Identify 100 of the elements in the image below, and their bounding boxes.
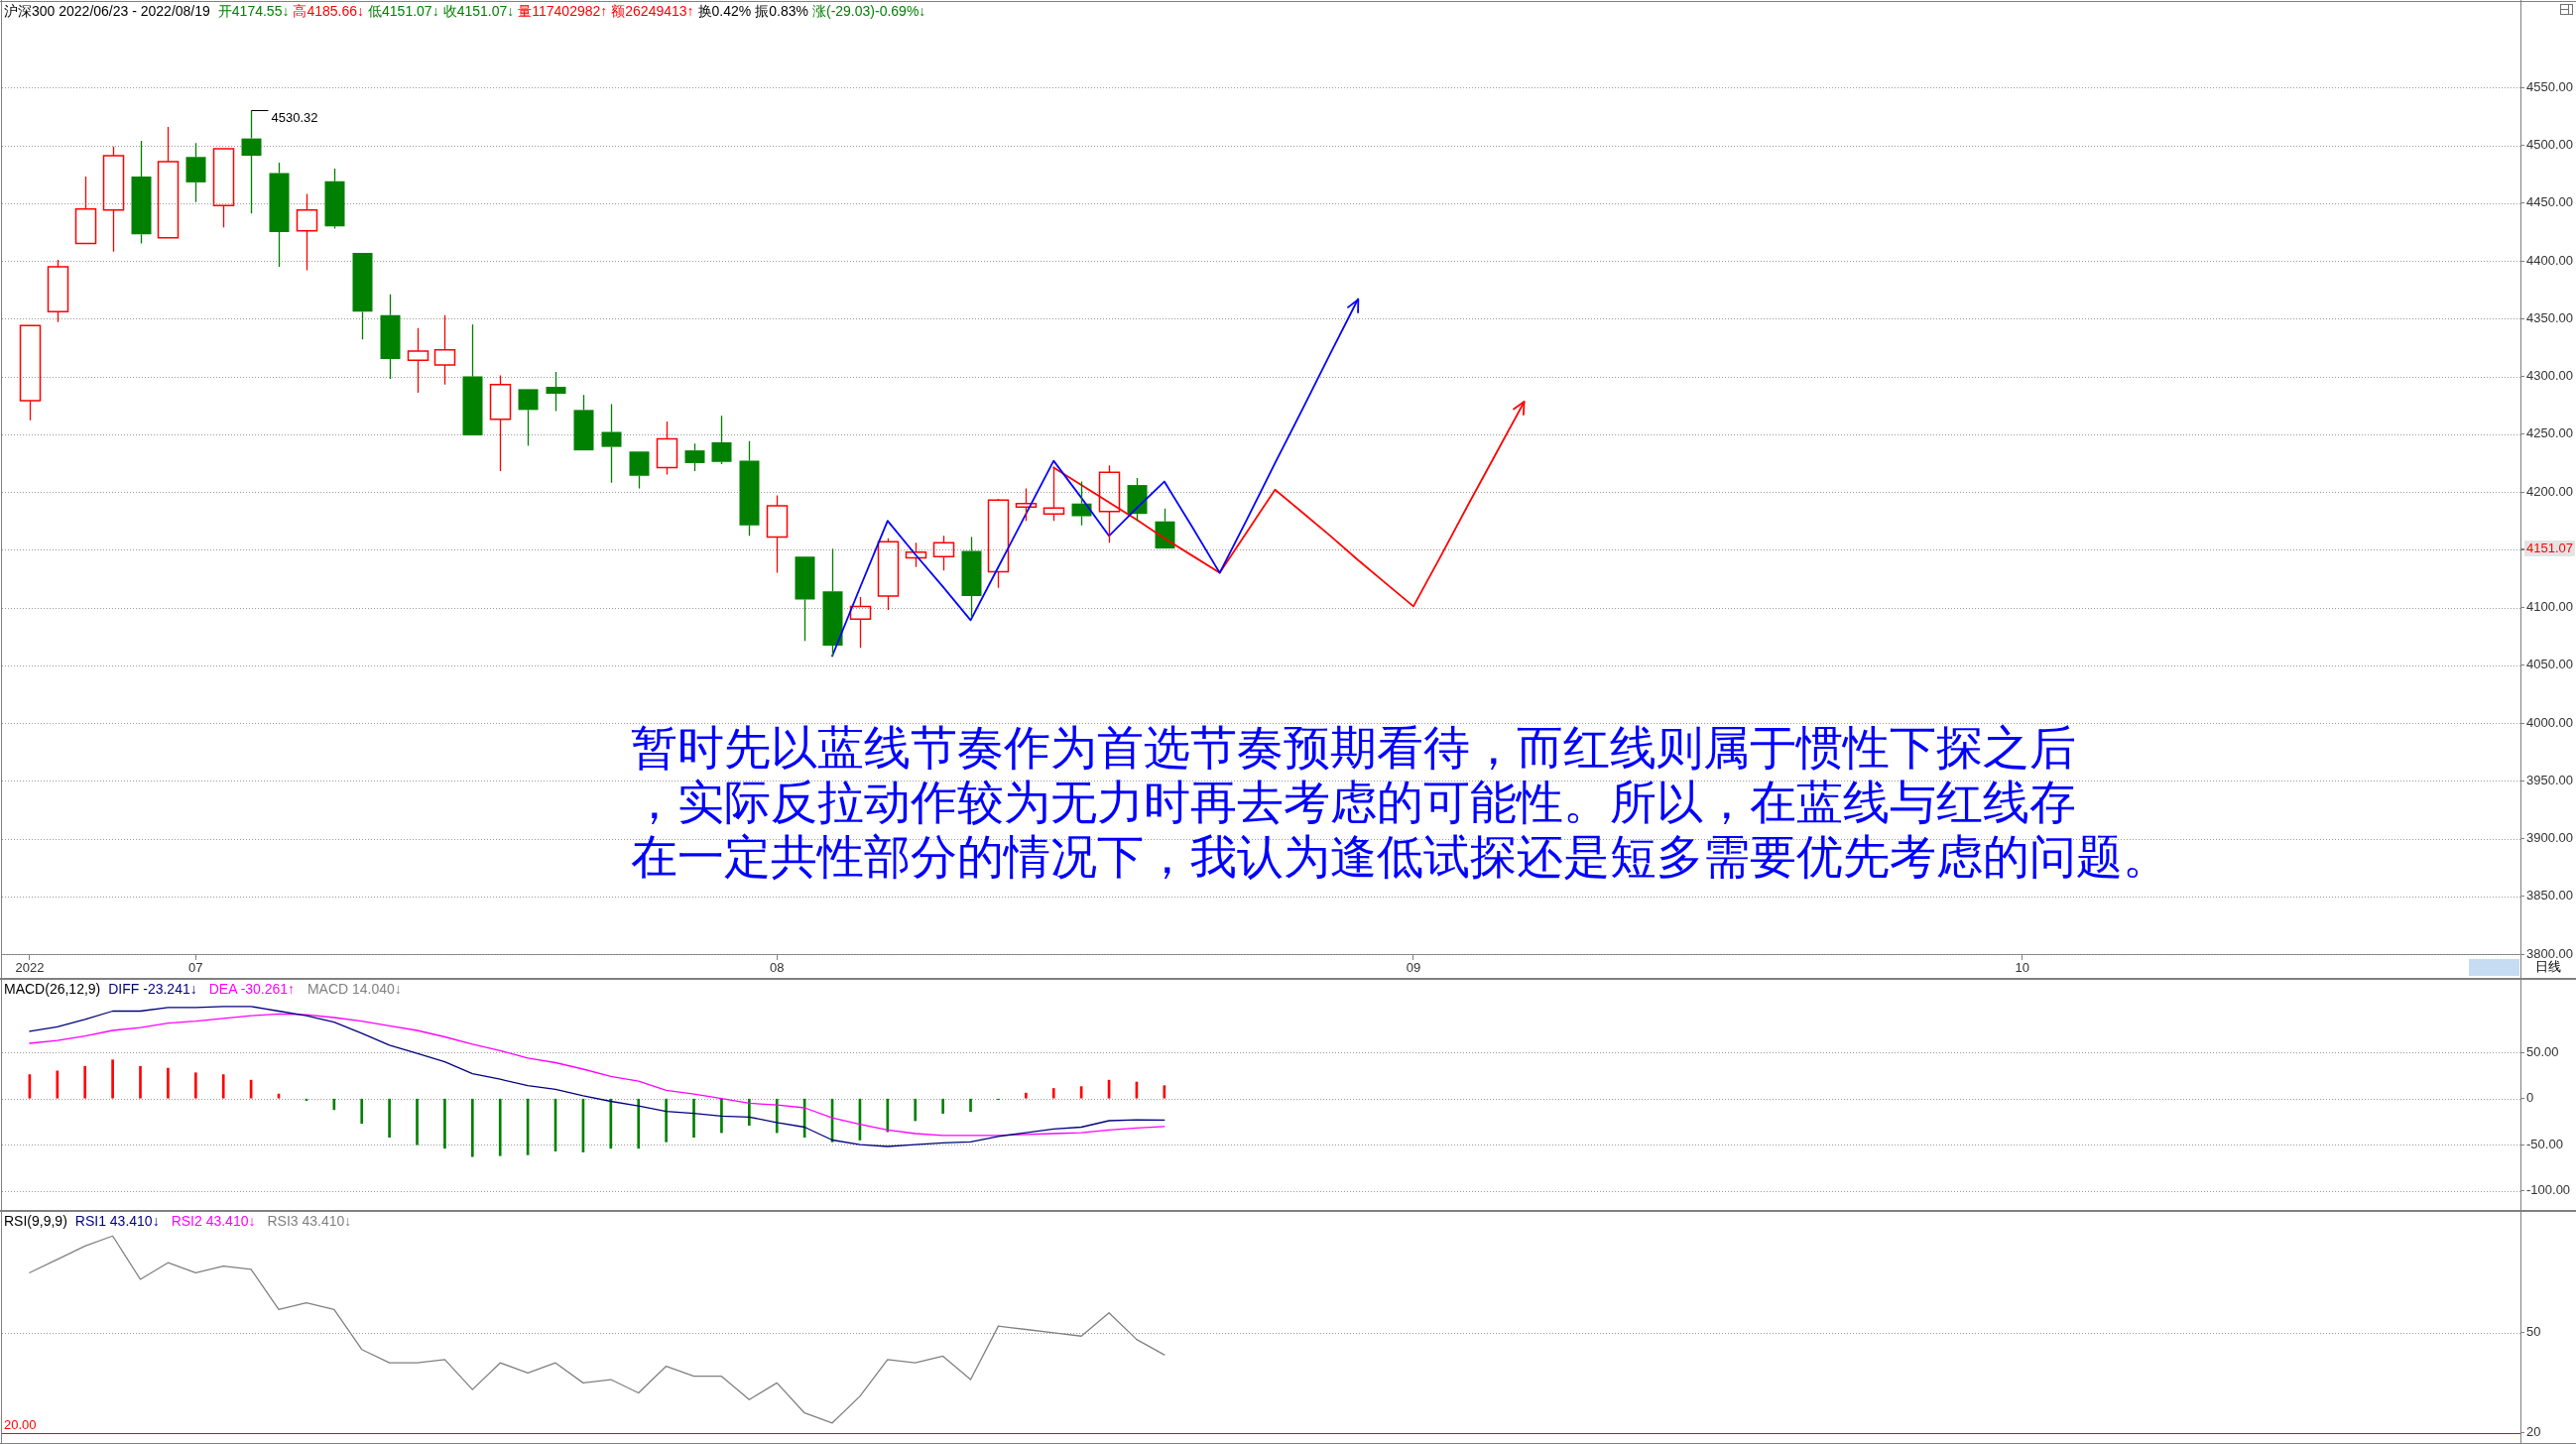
candlestick — [795, 556, 815, 642]
bar — [443, 1098, 446, 1149]
bar — [111, 1059, 114, 1099]
candlestick — [462, 323, 483, 435]
bar — [748, 1098, 751, 1126]
bar — [56, 1070, 60, 1099]
y-tick-label: 4500.00 — [2526, 137, 2573, 153]
y-tick-label: 3850.00 — [2526, 888, 2573, 903]
series-label: DIFF -23.241↓ — [108, 980, 197, 997]
bar — [470, 1098, 474, 1157]
bar — [969, 1098, 972, 1113]
chart-title: 沪深300 2022/06/23 - 2022/08/19 — [4, 2, 211, 19]
annotation: 收4151.07↓ — [442, 2, 515, 19]
candlestick — [407, 327, 429, 394]
legend-label: RSI1 43.410↓ — [74, 1212, 160, 1229]
candlestick — [766, 494, 789, 574]
candlestick — [102, 146, 125, 253]
bar — [609, 1098, 613, 1149]
y-tick-label: 4250.00 — [2526, 425, 2573, 441]
candlestick — [296, 192, 318, 272]
annotation: ，实际反拉动作较为无力时再去考虑的可能性。所以，在蓝线与红线存 — [630, 776, 2076, 828]
y-tick-label: 3900.00 — [2526, 830, 2573, 846]
bar — [498, 1098, 502, 1156]
candlestick — [157, 126, 180, 239]
bar — [665, 1098, 668, 1143]
ref-line-label: 20.00 — [4, 1416, 37, 1432]
y-tick-label: 4450.00 — [2526, 194, 2573, 210]
y-tick-label: 4000.00 — [2526, 714, 2573, 730]
candlestick — [601, 403, 622, 484]
candlestick — [380, 294, 401, 380]
y-tick-label: 4550.00 — [2526, 78, 2573, 94]
x-axis-title: 日线 — [2535, 959, 2561, 975]
y-tick-label: 4151.07 — [2526, 540, 2573, 555]
annotation: 振0.83% — [755, 2, 808, 19]
bar — [167, 1067, 170, 1099]
annotation: 量117402982↑ — [518, 2, 608, 19]
annotation: 4530.32 — [271, 110, 318, 126]
candlestick — [185, 142, 206, 203]
candlestick — [711, 415, 732, 465]
candlestick — [19, 324, 42, 421]
x-tick-label: 2022 — [15, 960, 45, 976]
candlestick — [433, 314, 456, 386]
annotation: 高4185.66↓ — [293, 2, 365, 19]
annotation: MACD 14.040↓ — [307, 980, 402, 997]
candlestick — [518, 389, 539, 447]
x-tick-label: 07 — [188, 960, 203, 976]
annotation: 暂时先以蓝线节奏作为首选节奏预期看待，而红线则属于惯性下探之后 — [630, 721, 2076, 774]
y-tick-label: 4050.00 — [2526, 657, 2573, 672]
y-tick-label: 3800.00 — [2526, 945, 2573, 961]
bar — [388, 1098, 391, 1139]
bar — [1051, 1088, 1055, 1099]
candlestick — [656, 421, 678, 476]
y-tick-label: 4300.00 — [2526, 368, 2573, 384]
legend-label: RSI2 43.410↓ — [171, 1212, 256, 1229]
y-tick-label: 20 — [2526, 1424, 2541, 1440]
bar — [193, 1072, 197, 1099]
y-tick-label: -50.00 — [2526, 1136, 2563, 1151]
y-tick-label: 0 — [2526, 1090, 2534, 1106]
bar — [637, 1098, 641, 1149]
x-tick-label: 10 — [2015, 960, 2030, 976]
bar — [692, 1098, 695, 1139]
bar — [139, 1065, 142, 1099]
y-tick-label: 4350.00 — [2526, 309, 2573, 325]
annotation: 涨(-29.03)-0.69%↓ — [811, 2, 926, 19]
candlestick — [74, 176, 97, 245]
chart-title: MACD(26,12,9) — [4, 980, 101, 997]
bar — [941, 1098, 944, 1114]
y-tick-label: 4100.00 — [2526, 599, 2573, 615]
bar — [83, 1065, 87, 1099]
chart-title: RSI(9,9,9) — [4, 1212, 67, 1229]
annotation: 换0.42% — [697, 2, 752, 19]
bar — [914, 1098, 918, 1122]
y-tick-label: 3950.00 — [2526, 772, 2573, 787]
candlestick — [546, 371, 566, 413]
bar — [1025, 1092, 1028, 1099]
candlestick — [739, 440, 760, 537]
candlestick — [212, 148, 235, 228]
text: RSI3 43.410↓ — [267, 1212, 352, 1229]
x-tick-label: 08 — [770, 960, 785, 976]
candlestick — [241, 109, 262, 214]
candlestick — [269, 162, 290, 268]
bar — [332, 1098, 336, 1111]
y-tick-label: 4400.00 — [2526, 252, 2573, 268]
bar — [720, 1098, 723, 1134]
x-tick-label: 09 — [1406, 960, 1421, 976]
y-tick-label: 50 — [2526, 1324, 2541, 1340]
annotation: 在一定共性部分的情况下，我认为逢低试探还是短多需要优先考虑的问题。 — [630, 830, 2169, 883]
bar — [221, 1074, 225, 1099]
candlestick — [352, 252, 373, 340]
annotation: 开4174.55↓ — [217, 2, 290, 19]
bar — [360, 1098, 364, 1125]
bar — [775, 1098, 779, 1134]
y-tick-label: 4200.00 — [2526, 483, 2573, 499]
y-tick-label: 50.00 — [2526, 1043, 2559, 1059]
bar — [416, 1098, 419, 1145]
candlestick — [489, 374, 512, 472]
candlestick — [131, 140, 152, 245]
annotation: 额26249413↑ — [611, 2, 694, 19]
series-label: DEA -30.261↑ — [208, 980, 296, 997]
y-tick-label: -100.00 — [2526, 1182, 2571, 1198]
